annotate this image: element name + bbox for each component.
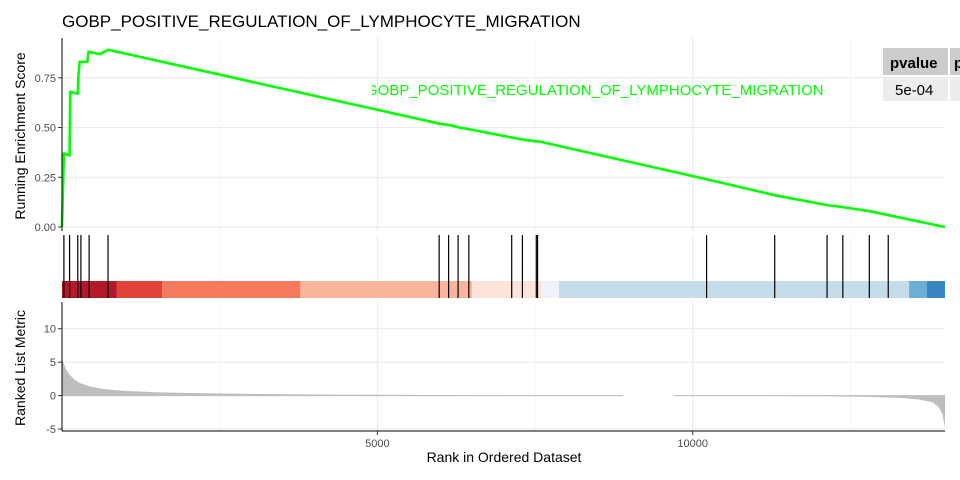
ranked-y-tick-label: 0 [50,391,56,403]
table-header-p: p [954,55,960,72]
rank-color-band [162,281,301,298]
rank-color-band [909,281,927,298]
es-y-axis-title: Running Enrichment Score [12,52,28,220]
table-cell [950,77,960,101]
ranked-metric-fill [62,355,945,428]
table-header-cell [950,48,960,75]
enrichment-score-line [60,48,946,229]
ranked-y-tick-label: 10 [44,324,56,336]
rank-color-band [471,281,542,298]
ranked-metric-gap [623,393,674,398]
axes [61,38,945,432]
ranked-y-tick-label: -5 [46,424,56,436]
es-y-tick-label: 0.25 [35,172,56,184]
es-y-tick-label: 0.75 [35,73,56,85]
rank-color-band [559,281,910,298]
rank-color-band [541,281,560,298]
rank-color-band [300,281,472,298]
table-cell [883,77,948,101]
ranked-y-tick-label: 5 [50,357,56,369]
table-cell-pvalue: 5e-04 [895,82,933,99]
ranked-y-axis-title: Ranked List Metric [12,310,28,426]
gene-set-annotation: GOBP_POSITIVE_REGULATION_OF_LYMPHOCYTE_M… [366,82,824,99]
x-tick-label: 5000 [365,438,389,450]
pvalue-table: pvalue p 5e-04 [883,48,960,101]
table-header-cell [883,48,948,75]
rank-color-band [116,281,163,298]
tick-labels: 0.00 0.25 0.50 0.75 10 5 0 -5 5000 10000 [35,73,708,450]
color-bands [62,281,945,298]
rank-color-band [926,281,945,298]
es-series-line [60,48,946,229]
es-y-tick-label: 0.00 [35,222,56,234]
hit-ticks [63,235,889,298]
ranked-metric-area [62,355,945,428]
es-y-tick-label: 0.50 [35,123,56,135]
x-tick-label: 10000 [677,438,708,450]
x-axis-title: Rank in Ordered Dataset [427,449,582,465]
table-header-pvalue: pvalue [890,55,938,72]
chart-title: GOBP_POSITIVE_REGULATION_OF_LYMPHOCYTE_M… [62,12,581,31]
